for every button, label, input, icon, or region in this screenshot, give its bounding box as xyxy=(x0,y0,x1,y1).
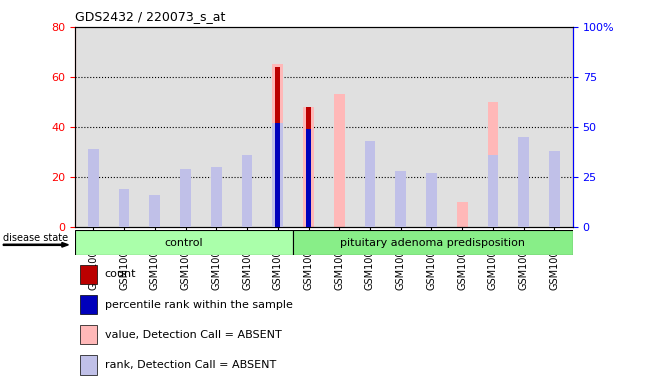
Bar xyxy=(150,212,160,227)
Bar xyxy=(395,189,406,227)
Bar xyxy=(242,155,253,227)
Text: rank, Detection Call = ABSENT: rank, Detection Call = ABSENT xyxy=(105,360,276,370)
Bar xyxy=(488,102,498,227)
Bar xyxy=(426,173,437,227)
Bar xyxy=(488,155,498,227)
Bar xyxy=(549,159,560,227)
Bar xyxy=(180,169,191,227)
Bar xyxy=(242,167,253,227)
Bar xyxy=(88,154,99,227)
Bar xyxy=(118,189,130,227)
Bar xyxy=(80,265,97,284)
Bar xyxy=(80,355,97,375)
Bar xyxy=(275,67,280,227)
Bar xyxy=(457,202,467,227)
Bar xyxy=(118,207,130,227)
Text: value, Detection Call = ABSENT: value, Detection Call = ABSENT xyxy=(105,330,281,340)
Bar xyxy=(88,149,99,227)
Text: count: count xyxy=(105,269,136,279)
Bar xyxy=(549,151,560,227)
Bar xyxy=(365,141,376,227)
Bar xyxy=(426,207,437,227)
Text: percentile rank within the sample: percentile rank within the sample xyxy=(105,300,292,310)
Bar xyxy=(211,167,221,227)
Text: control: control xyxy=(165,238,203,248)
Bar xyxy=(306,129,311,227)
Bar xyxy=(293,230,573,255)
Text: GDS2432 / 220073_s_at: GDS2432 / 220073_s_at xyxy=(75,10,225,23)
Text: pituitary adenoma predisposition: pituitary adenoma predisposition xyxy=(340,238,525,248)
Bar xyxy=(303,107,314,227)
Bar xyxy=(518,137,529,227)
Bar xyxy=(272,123,283,227)
Bar xyxy=(272,64,283,227)
Bar xyxy=(211,192,221,227)
Bar xyxy=(334,94,344,227)
Text: disease state: disease state xyxy=(3,233,68,243)
Bar xyxy=(80,325,97,344)
Bar xyxy=(150,195,160,227)
Bar xyxy=(75,230,293,255)
Bar xyxy=(306,107,311,227)
Bar xyxy=(180,189,191,227)
Bar xyxy=(395,170,406,227)
Bar xyxy=(80,295,97,314)
Bar xyxy=(275,123,280,227)
